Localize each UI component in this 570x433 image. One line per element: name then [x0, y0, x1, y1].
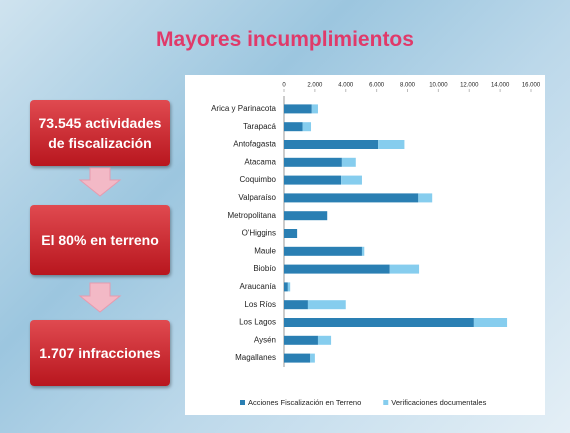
- y-tick-label: Los Lagos: [239, 318, 276, 327]
- bar-segment: [362, 247, 364, 256]
- bar-segment: [284, 104, 312, 113]
- y-tick-label: Metropolitana: [228, 211, 277, 220]
- bar-segment: [342, 158, 356, 167]
- bar-segment: [284, 140, 378, 149]
- x-tick-label: 14.000: [491, 83, 510, 89]
- x-tick-label: 8.000: [400, 83, 416, 89]
- legend-swatch: [383, 400, 388, 405]
- y-tick-label: Valparaíso: [238, 193, 276, 202]
- bar-segment: [308, 300, 346, 309]
- bar-segment: [284, 336, 318, 345]
- bar-segment: [284, 354, 310, 363]
- bar-segment: [341, 176, 362, 185]
- y-tick-label: Atacama: [244, 157, 276, 166]
- x-tick-label: 4.000: [338, 83, 354, 89]
- y-tick-label: Biobío: [253, 264, 276, 273]
- slide: Mayores incumplimientos 73.545 actividad…: [0, 0, 570, 433]
- legend-label: Verificaciones documentales: [391, 398, 486, 407]
- legend-swatch: [240, 400, 245, 405]
- bar-segment: [318, 336, 331, 345]
- bar-segment: [284, 300, 308, 309]
- y-tick-label: Tarapacá: [243, 122, 276, 131]
- x-tick-label: 6.000: [369, 83, 385, 89]
- chart-background: [185, 75, 545, 415]
- y-tick-label: Aysén: [254, 335, 276, 344]
- x-tick-label: 16.000: [522, 83, 541, 89]
- bar-segment: [418, 193, 432, 202]
- y-tick-label: Coquimbo: [240, 175, 277, 184]
- legend-label: Acciones Fiscalización en Terreno: [248, 398, 361, 407]
- bar-segment: [390, 265, 419, 274]
- y-tick-label: O'Higgins: [242, 229, 276, 238]
- bar-segment: [303, 122, 311, 131]
- x-tick-label: 10.000: [429, 83, 448, 89]
- bar-segment: [474, 318, 507, 327]
- bar-segment: [284, 282, 288, 291]
- bar-segment: [284, 176, 341, 185]
- bar-segment: [284, 247, 362, 256]
- arrow: [80, 168, 120, 196]
- bar-segment: [310, 354, 315, 363]
- bar-segment: [284, 318, 474, 327]
- bar-segment: [288, 282, 290, 291]
- y-tick-label: Araucanía: [240, 282, 277, 291]
- bar-segment: [378, 140, 404, 149]
- bar-segment: [284, 193, 418, 202]
- x-tick-label: 12.000: [460, 83, 479, 89]
- bar-segment: [284, 229, 297, 238]
- bar-segment: [284, 265, 390, 274]
- bar-segment: [284, 211, 327, 220]
- bar-segment: [312, 104, 318, 113]
- x-tick-label: 2.000: [307, 83, 323, 89]
- y-tick-label: Los Ríos: [244, 300, 276, 309]
- y-tick-label: Magallanes: [235, 353, 276, 362]
- y-tick-label: Antofagasta: [233, 140, 276, 149]
- y-tick-label: Maule: [254, 246, 276, 255]
- bar-segment: [284, 158, 342, 167]
- bar-segment: [284, 122, 303, 131]
- arrow: [80, 283, 120, 312]
- y-tick-label: Arica y Parinacota: [211, 104, 276, 113]
